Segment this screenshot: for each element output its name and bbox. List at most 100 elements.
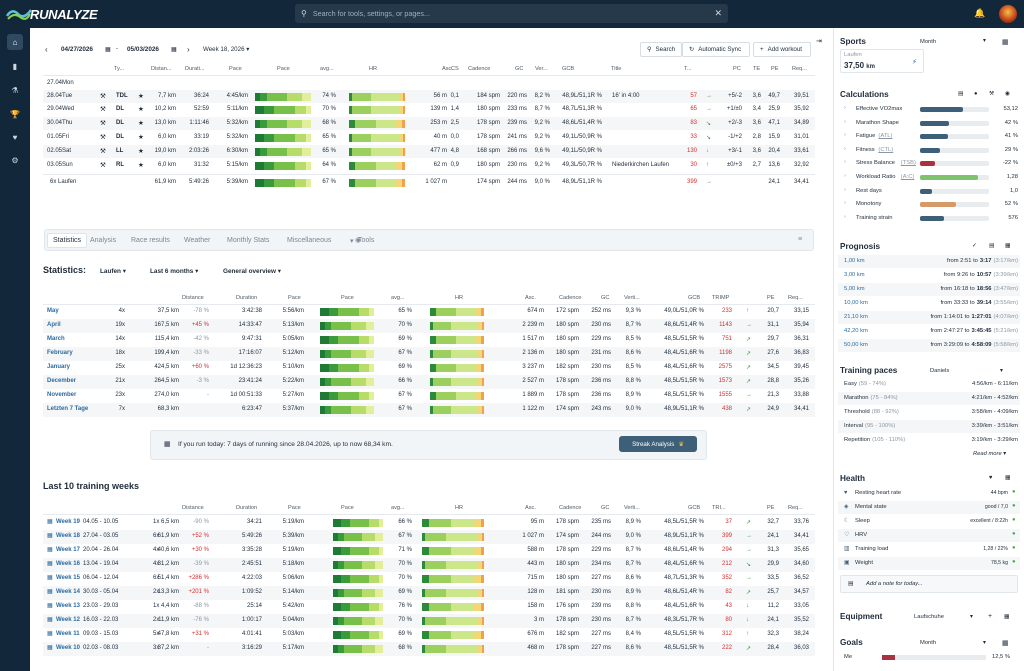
col-header[interactable]: PE xyxy=(771,66,779,72)
col-header[interactable]: Req... xyxy=(788,505,803,511)
col-header[interactable]: Asc. xyxy=(525,505,536,511)
col-header[interactable]: Distance xyxy=(182,295,204,301)
col-header[interactable]: PC xyxy=(733,66,741,72)
chevron-down-icon[interactable]: ▾ xyxy=(350,238,354,245)
wrench-icon[interactable]: ⚒ xyxy=(100,148,106,155)
col-header[interactable]: T... xyxy=(684,66,692,72)
chevron-right-icon[interactable]: › xyxy=(844,132,846,139)
trophy-icon[interactable]: 🏆 xyxy=(10,109,20,119)
help-icon[interactable]: ◉ xyxy=(1005,91,1011,97)
table-row[interactable] xyxy=(43,90,815,103)
wrench-icon[interactable]: ⚒ xyxy=(100,120,106,127)
wrench-icon[interactable]: ⚒ xyxy=(100,93,106,100)
col-header[interactable]: TE xyxy=(753,66,761,72)
col-header[interactable]: Duration xyxy=(236,505,258,511)
col-header[interactable]: TRIMP xyxy=(712,295,730,301)
calendar-icon[interactable]: ▦ xyxy=(171,47,177,53)
wrench-icon[interactable]: ⚒ xyxy=(100,134,106,141)
period-select[interactable]: Last 6 months ▾ xyxy=(150,268,199,275)
table-row[interactable] xyxy=(43,145,815,158)
search-button[interactable]: ⚲ Search xyxy=(640,42,682,57)
health-row[interactable] xyxy=(838,557,1020,570)
chevron-right-icon[interactable]: › xyxy=(844,145,846,152)
chevron-right-icon[interactable]: › xyxy=(844,105,846,111)
table-row[interactable] xyxy=(43,319,815,333)
table-row[interactable] xyxy=(43,305,815,319)
health-row[interactable] xyxy=(838,515,1020,528)
tools-icon[interactable]: ⚒ xyxy=(989,91,995,97)
col-header[interactable]: GC xyxy=(601,505,610,511)
goals-period-select[interactable]: Month xyxy=(920,640,937,646)
next-week-icon[interactable]: › xyxy=(187,45,190,54)
col-header[interactable]: Ty... xyxy=(114,66,125,72)
col-header[interactable]: PE xyxy=(767,505,775,511)
tab-monthly-stats[interactable]: Monthly Stats xyxy=(227,237,270,244)
chevron-down-icon[interactable]: ▾ xyxy=(983,38,986,44)
health-row[interactable] xyxy=(838,543,1020,556)
col-header[interactable]: Cadence xyxy=(559,295,582,301)
col-header[interactable]: Pace xyxy=(277,66,290,72)
calendar-icon[interactable]: ▦ xyxy=(105,47,111,53)
tab-miscellaneous[interactable]: Miscellaneous xyxy=(287,237,332,244)
health-row[interactable] xyxy=(838,529,1020,542)
col-header[interactable]: HR xyxy=(369,66,378,72)
col-header[interactable]: Pace xyxy=(341,295,354,301)
avatar[interactable] xyxy=(999,5,1017,23)
chevron-right-icon[interactable]: › xyxy=(844,213,846,220)
chevron-down-icon[interactable]: ▾ xyxy=(983,640,986,646)
col-header[interactable]: avg... xyxy=(320,66,334,72)
add-equipment-icon[interactable]: + xyxy=(988,613,993,620)
col-header[interactable]: Duration xyxy=(236,295,258,301)
date-to[interactable]: 05/03/2026 xyxy=(127,46,159,53)
col-header[interactable]: TRI... xyxy=(712,505,726,511)
view-select[interactable]: General overview ▾ xyxy=(223,268,281,275)
search-placeholder[interactable]: Search for tools, settings, or pages... xyxy=(312,9,430,18)
table-row[interactable] xyxy=(43,361,815,375)
chart-icon[interactable]: ▤ xyxy=(989,243,995,249)
gear-icon[interactable]: ⚙ xyxy=(11,155,19,165)
sport-card[interactable] xyxy=(840,49,924,73)
runalyze-logo[interactable]: RUNALYZE xyxy=(6,4,116,24)
health-row[interactable] xyxy=(838,501,1020,514)
table-row[interactable] xyxy=(43,375,815,389)
grid-icon[interactable]: ▦ xyxy=(1002,39,1009,46)
bell-icon[interactable]: 🔔 xyxy=(974,8,986,18)
chevron-right-icon[interactable]: › xyxy=(844,186,846,193)
calculator-icon[interactable]: ▦ xyxy=(1005,243,1011,249)
col-header[interactable]: Distan... xyxy=(151,66,172,72)
prognosis-row[interactable] xyxy=(838,325,1020,338)
note-input[interactable] xyxy=(840,575,1018,593)
tab-statistics[interactable]: Statistics xyxy=(47,233,88,248)
col-header[interactable]: Asc. xyxy=(442,66,453,72)
sport-select[interactable]: Laufen ▾ xyxy=(100,268,126,275)
table-row[interactable] xyxy=(43,403,815,417)
bookmark-icon[interactable]: ▮ xyxy=(12,61,18,71)
col-header[interactable]: Cadence xyxy=(559,505,582,511)
sports-period-select[interactable]: Month xyxy=(920,39,937,45)
table-row[interactable] xyxy=(43,389,815,403)
note-placeholder[interactable]: Add a note for today... xyxy=(866,581,923,587)
col-header[interactable]: Pace xyxy=(229,66,242,72)
prev-week-icon[interactable]: ‹ xyxy=(45,45,48,54)
check-icon[interactable]: ✓ xyxy=(972,243,977,249)
col-header[interactable]: Title xyxy=(611,66,622,72)
col-header[interactable]: Durati... xyxy=(185,66,205,72)
grid-icon[interactable]: ▦ xyxy=(1004,614,1010,620)
read-more-link[interactable]: Read more ▾ xyxy=(973,451,1007,457)
chevron-right-icon[interactable]: › xyxy=(844,159,846,166)
health-row[interactable] xyxy=(838,487,1020,500)
col-header[interactable]: Req... xyxy=(788,295,803,301)
col-header[interactable]: Verti... xyxy=(624,295,640,301)
col-header[interactable]: Distance xyxy=(182,505,204,511)
tab-tools[interactable]: Tools xyxy=(358,237,375,244)
table-row[interactable] xyxy=(43,131,815,144)
prognosis-row[interactable] xyxy=(838,283,1020,296)
col-header[interactable]: Pace xyxy=(341,505,354,511)
col-header[interactable]: Req... xyxy=(792,66,807,72)
tab-analysis[interactable]: Analysis xyxy=(90,237,117,244)
col-header[interactable]: HR xyxy=(455,295,464,301)
chevron-right-icon[interactable]: › xyxy=(844,118,846,125)
date-from[interactable]: 04/27/2026 xyxy=(61,46,93,53)
col-header[interactable]: GCB xyxy=(688,295,701,301)
close-icon[interactable]: ✕ xyxy=(714,8,722,18)
